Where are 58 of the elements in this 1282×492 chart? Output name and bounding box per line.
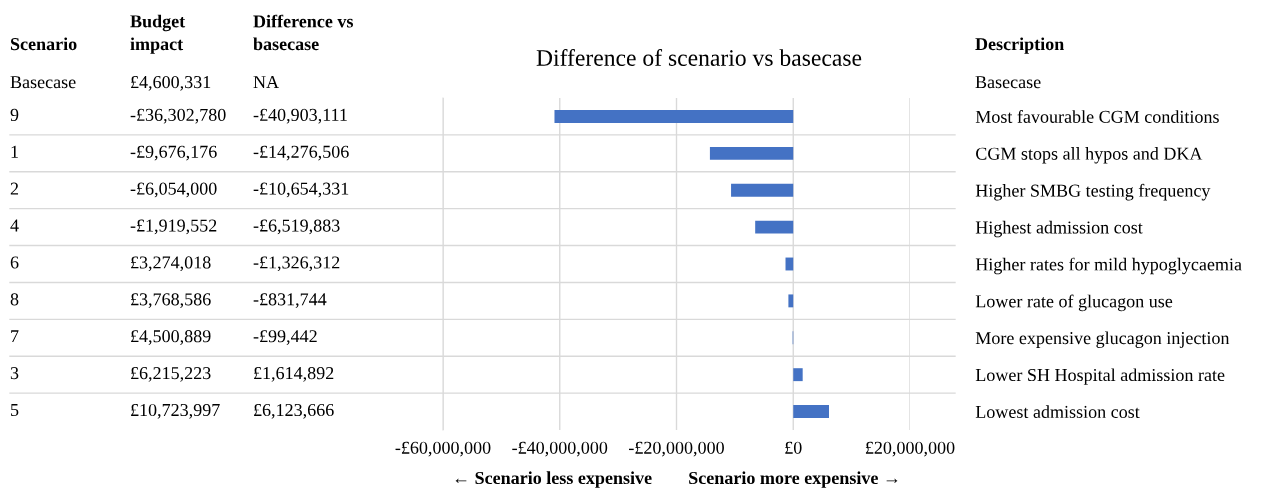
text: NA <box>253 76 279 88</box>
bar <box>731 183 794 197</box>
text: 8 <box>10 293 19 306</box>
y-tick-label: Higher rates for mild hypoglycaemia <box>975 257 1242 275</box>
y-tick-label: Lower rate of glucagon use <box>975 294 1173 312</box>
x-axis-title: ← Scenario less expensive Scenario more expensive → <box>455 471 898 488</box>
x-tick-label: -£60,000,000 <box>395 441 491 457</box>
x-tick-label: £20,000,000 <box>865 441 955 457</box>
text: £6,123,666 <box>254 403 334 419</box>
text: Difference vs basecase <box>253 14 353 51</box>
y-tick-label: Lowest admission cost <box>975 405 1140 418</box>
bar <box>709 146 794 160</box>
text: 9 <box>10 108 19 121</box>
y-tick-label: Higher SMBG testing frequency <box>975 183 1211 201</box>
text: 5 <box>11 404 19 417</box>
text: £3,274,018 <box>131 256 211 272</box>
bar <box>793 405 829 419</box>
chart-title: Difference of scenario vs basecase <box>536 49 862 66</box>
text: £1,614,892 <box>254 367 334 382</box>
bar <box>755 220 794 234</box>
text: -£99,442 <box>253 330 317 345</box>
text: 1 <box>11 145 18 158</box>
text: 4 <box>10 219 19 232</box>
text: -£9,676,176 <box>130 145 217 161</box>
text: Description <box>975 37 1064 54</box>
y-tick-label: Lower SH Hospital admission rate <box>975 368 1225 385</box>
y-tick-label: More expensive glucagon injection <box>975 331 1230 348</box>
bar <box>788 294 794 308</box>
text: -£1,326,312 <box>253 256 340 272</box>
x-tick-label: -£40,000,000 <box>512 441 608 457</box>
text: 3 <box>10 367 19 380</box>
x-tick-label: -£20,000,000 <box>629 441 724 457</box>
text: Basecase <box>975 76 1041 89</box>
text: 2 <box>10 182 19 195</box>
text: -£10,654,331 <box>253 182 349 198</box>
text: -£40,903,111 <box>253 108 347 124</box>
y-tick-label: CGM stops all hypos and DKA <box>976 147 1203 164</box>
text: £10,723,997 <box>131 403 220 419</box>
text: £3,768,586 <box>131 293 211 309</box>
text: -£1,919,552 <box>130 219 217 235</box>
text: 7 <box>11 330 19 343</box>
y-tick-label: Most favourable CGM conditions <box>975 110 1219 123</box>
text: -£6,519,883 <box>253 219 340 235</box>
text: Basecase <box>10 76 76 89</box>
text: -£6,054,000 <box>130 182 217 198</box>
text: -£14,276,506 <box>253 145 349 161</box>
text: £4,600,331 <box>131 75 211 91</box>
bar <box>554 109 794 123</box>
text: 6 <box>10 256 19 269</box>
text: -£831,744 <box>253 293 327 309</box>
y-tick-label: Highest admission cost <box>975 220 1143 238</box>
text: Budget impact <box>130 14 186 54</box>
text: £4,500,889 <box>131 330 211 345</box>
x-tick-label: £0 <box>785 441 802 454</box>
text: Scenario <box>10 37 77 51</box>
bar <box>793 368 803 382</box>
text: -£36,302,780 <box>130 108 226 124</box>
text: £6,215,223 <box>131 367 211 382</box>
